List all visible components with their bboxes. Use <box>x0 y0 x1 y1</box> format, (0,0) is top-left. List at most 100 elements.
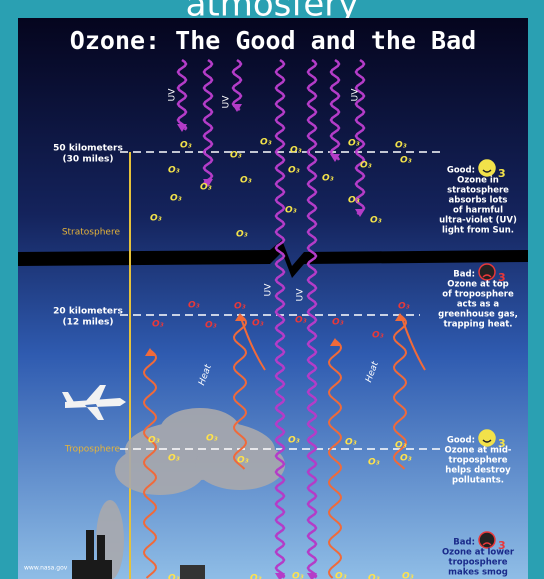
ozone-label: O₃ <box>234 302 246 312</box>
ozone-label: O₃ <box>230 151 242 161</box>
uv-ray <box>354 58 366 216</box>
heat-reflect <box>240 317 266 371</box>
face-subscript: 3 <box>498 167 506 180</box>
ozone-label: O₃ <box>290 146 302 156</box>
note-line: stratosphere <box>447 186 509 196</box>
ozone-label: O₃ <box>368 458 380 468</box>
heat-ray <box>232 314 248 470</box>
ozone-label: O₃ <box>288 436 300 446</box>
heat-arrowhead <box>330 338 340 346</box>
ozone-label: O₃ <box>205 321 217 331</box>
uv-arrowhead <box>275 573 285 579</box>
ozone-label: O₃ <box>332 318 344 328</box>
heat-reflect <box>401 317 426 371</box>
note-line: troposphere <box>449 456 508 466</box>
ozone-label: O₃ <box>395 141 407 151</box>
face-subscript: 3 <box>498 271 506 284</box>
uv-arrowhead <box>232 104 242 112</box>
face-subscript: 3 <box>498 539 506 552</box>
layer-label: Troposphere <box>64 445 121 455</box>
uv-ray <box>176 58 188 131</box>
face <box>478 263 496 281</box>
ozone-label: O₃ <box>295 316 307 326</box>
face-mouth <box>482 542 492 546</box>
ozone-label: O₃ <box>206 434 218 444</box>
ozone-label: O₃ <box>180 141 192 151</box>
ozone-label: O₃ <box>148 436 160 446</box>
face <box>478 159 496 177</box>
note-line: Ozone at lower <box>442 548 515 558</box>
note-heading: Good: <box>447 436 475 446</box>
altitude-label: 20 kilometers <box>53 307 123 317</box>
ozone-label: O₃ <box>335 572 347 579</box>
note-line: greenhouse gas, <box>438 310 518 320</box>
ozone-label: O₃ <box>345 438 357 448</box>
factory <box>72 530 205 579</box>
note-line: Ozone at top <box>447 280 509 290</box>
ozone-label: O₃ <box>240 176 252 186</box>
ozone-label: O₃ <box>252 319 264 329</box>
ozone-label: O₃ <box>250 574 262 579</box>
altitude-sub: (30 miles) <box>63 155 114 165</box>
ozone-label: O₃ <box>150 214 162 224</box>
uv-arrowhead <box>177 124 187 132</box>
uv-arrowhead <box>330 154 340 162</box>
ozone-label: O₃ <box>170 194 182 204</box>
face-mouth <box>482 274 492 278</box>
uv-ray <box>274 58 286 579</box>
ozone-label: O₃ <box>395 441 407 451</box>
uv-label: UV <box>222 95 232 109</box>
airplane <box>62 385 126 420</box>
tropopause-break <box>18 240 528 278</box>
ozone-label: O₃ <box>237 456 249 466</box>
title: Ozone: The Good and the Bad <box>70 26 476 55</box>
note-heading: Bad: <box>453 538 475 548</box>
ozone-label: O₃ <box>348 139 360 149</box>
uv-ray <box>231 58 243 112</box>
ozone-label: O₃ <box>400 454 412 464</box>
ozone-label: O₃ <box>368 574 380 579</box>
ozone-label: O₃ <box>372 331 384 341</box>
ozone-label: O₃ <box>168 454 180 464</box>
altitude-sub: (12 miles) <box>63 318 114 328</box>
face-mouth <box>482 169 492 173</box>
altitude-label: 50 kilometers <box>53 144 123 154</box>
heat-ray <box>327 339 343 579</box>
ozone-label: O₃ <box>200 183 212 193</box>
heat-arrowhead <box>145 348 155 356</box>
note-line: troposphere <box>449 558 508 568</box>
note-line: light from Sun. <box>442 226 514 236</box>
ozone-label: O₃ <box>285 206 297 216</box>
note-line: of troposphere <box>442 290 514 300</box>
uv-ray <box>202 58 214 185</box>
note-line: absorbs lots <box>449 196 508 206</box>
sky <box>18 18 528 579</box>
artwork <box>18 151 528 579</box>
ozone-label: O₃ <box>402 572 414 579</box>
heat-ray <box>142 349 158 579</box>
ozone-label: O₃ <box>400 156 412 166</box>
face <box>478 429 496 447</box>
note-line: pollutants. <box>452 476 504 486</box>
layer-label: Stratosphere <box>62 228 121 238</box>
note-line: acts as a <box>457 300 500 310</box>
note-line: ultra-violet (UV) <box>439 216 517 226</box>
footer: www.nasa.gov <box>24 565 68 572</box>
ozone-label: O₃ <box>236 230 248 240</box>
face <box>478 531 496 549</box>
ozone-label: O₃ <box>348 196 360 206</box>
heat-arrowhead <box>235 313 245 321</box>
ozone-label: O₃ <box>292 572 304 579</box>
ozone-label: O₃ <box>152 320 164 330</box>
note-heading: Bad: <box>453 270 475 280</box>
note-line: makes smog <box>448 568 508 578</box>
uv-arrowhead <box>355 209 365 217</box>
face-subscript: 3 <box>498 437 506 450</box>
ozone-label: O₃ <box>288 166 300 176</box>
ozone-label: O₃ <box>370 216 382 226</box>
uv-label: UV <box>264 283 274 297</box>
ozone-label: O₃ <box>168 166 180 176</box>
uv-label: UV <box>168 88 178 102</box>
ozone-label: O₃ <box>398 302 410 312</box>
